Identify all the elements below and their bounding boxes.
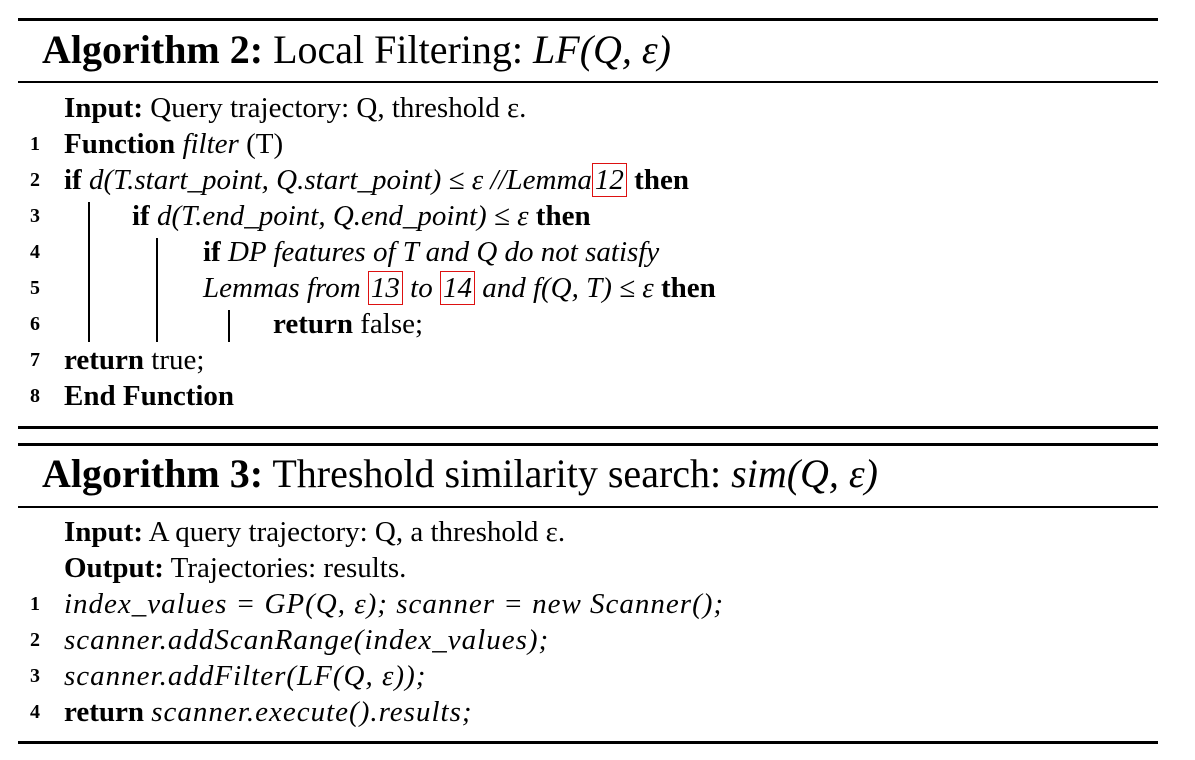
line-number: 4 bbox=[30, 701, 40, 723]
alg3-input-text: A query trajectory: Q, a threshold ε. bbox=[148, 516, 566, 548]
indent-bar bbox=[156, 238, 158, 342]
alg3-output-text: Trajectories: results. bbox=[170, 552, 407, 584]
condition-text: Lemmas from bbox=[203, 272, 361, 304]
line-number: 7 bbox=[30, 349, 40, 371]
alg3-title: Algorithm 3: Threshold similarity search… bbox=[42, 454, 878, 494]
alg3-title-text: Threshold similarity search: bbox=[272, 451, 722, 496]
comment: //Lemma bbox=[490, 164, 592, 196]
alg2-line-6: 6 return false; bbox=[0, 306, 1195, 342]
function-name: filter bbox=[182, 128, 239, 160]
alg2-title: Algorithm 2: Local Filtering: LF(Q, ε) bbox=[42, 30, 671, 70]
lemma-ref-link[interactable]: 12 bbox=[591, 163, 627, 197]
keyword: Function bbox=[64, 128, 176, 160]
alg2-line-8: 8 End Function bbox=[0, 378, 1195, 414]
keyword: then bbox=[634, 164, 689, 196]
alg3-line-1: 1 index_values = GP(Q, ε); scanner = new… bbox=[0, 586, 1195, 622]
alg2-bottom-rule bbox=[18, 426, 1158, 429]
condition-text: DP features of T and Q do not satisfy bbox=[227, 236, 660, 268]
alg3-output-label: Output: bbox=[64, 552, 164, 584]
condition-math: d(T.end_point, Q.end_point) ≤ ε bbox=[156, 200, 529, 232]
alg2-line-4: 4 if DP features of T and Q do not satis… bbox=[0, 234, 1195, 270]
line-number: 6 bbox=[30, 313, 40, 335]
alg2-line-7: 7 return true; bbox=[0, 342, 1195, 378]
code-statement: scanner.addFilter(LF(Q, ε)); bbox=[64, 660, 427, 692]
line-number: 4 bbox=[30, 241, 40, 263]
alg3-line-3: 3 scanner.addFilter(LF(Q, ε)); bbox=[0, 658, 1195, 694]
keyword: if bbox=[203, 236, 221, 268]
function-args: (T) bbox=[246, 128, 284, 160]
alg2-top-rule bbox=[18, 18, 1158, 21]
indent-bar bbox=[228, 310, 230, 342]
keyword: return bbox=[64, 344, 145, 376]
keyword: then bbox=[661, 272, 716, 304]
alg2-mid-rule bbox=[18, 81, 1158, 83]
keyword: return bbox=[273, 308, 354, 340]
alg3-output-line: Output: Trajectories: results. bbox=[0, 550, 1195, 586]
alg3-title-label: Algorithm 3: bbox=[42, 451, 264, 496]
keyword: return bbox=[64, 696, 145, 728]
keyword: End Function bbox=[64, 380, 235, 412]
alg2-input-text: Query trajectory: Q, threshold ε. bbox=[150, 92, 527, 124]
alg3-input-line: Input: A query trajectory: Q, a threshol… bbox=[0, 514, 1195, 550]
alg3-bottom-rule bbox=[18, 741, 1158, 744]
alg3-top-rule bbox=[18, 443, 1158, 446]
keyword: then bbox=[535, 200, 591, 232]
alg2-line-3: 3 if d(T.end_point, Q.end_point) ≤ ε the… bbox=[0, 198, 1195, 234]
indent-bar bbox=[88, 202, 90, 342]
alg3-mid-rule bbox=[18, 506, 1158, 508]
line-number: 2 bbox=[30, 169, 40, 191]
condition-text: to bbox=[410, 272, 433, 304]
code-statement: scanner.addScanRange(index_values); bbox=[64, 624, 550, 656]
alg2-title-label: Algorithm 2: bbox=[42, 27, 264, 72]
line-number: 3 bbox=[30, 205, 40, 227]
alg2-input-line: Input: Query trajectory: Q, threshold ε. bbox=[0, 90, 1195, 126]
alg2-line-2: 2 if d(T.start_point, Q.start_point) ≤ ε… bbox=[0, 162, 1195, 198]
condition-math: d(T.start_point, Q.start_point) ≤ ε bbox=[88, 164, 484, 196]
lemma-ref-link[interactable]: 13 bbox=[367, 271, 403, 305]
alg3-title-math: sim(Q, ε) bbox=[731, 451, 878, 496]
code-statement: index_values = GP(Q, ε); scanner = new S… bbox=[64, 588, 725, 620]
return-value: false; bbox=[360, 308, 424, 340]
alg2-line-5: 5 Lemmas from 13 to 14 and f(Q, T) ≤ ε t… bbox=[0, 270, 1195, 306]
alg3-input-label: Input: bbox=[64, 516, 143, 548]
return-value: true; bbox=[151, 344, 205, 376]
line-number: 5 bbox=[30, 277, 40, 299]
line-number: 8 bbox=[30, 385, 40, 407]
alg2-title-text: Local Filtering: bbox=[273, 27, 524, 72]
code-statement: scanner.execute().results; bbox=[151, 696, 473, 728]
line-number: 2 bbox=[30, 629, 40, 651]
alg3-line-4: 4 return scanner.execute().results; bbox=[0, 694, 1195, 730]
keyword: if bbox=[64, 164, 82, 196]
line-number: 1 bbox=[30, 133, 40, 155]
alg3-line-2: 2 scanner.addScanRange(index_values); bbox=[0, 622, 1195, 658]
line-number: 1 bbox=[30, 593, 40, 615]
condition-text: and bbox=[482, 272, 526, 304]
alg2-line-1: 1 Function filter (T) bbox=[0, 126, 1195, 162]
lemma-ref-link[interactable]: 14 bbox=[439, 271, 475, 305]
line-number: 3 bbox=[30, 665, 40, 687]
alg2-input-label: Input: bbox=[64, 92, 143, 124]
alg2-title-math: LF(Q, ε) bbox=[533, 27, 671, 72]
keyword: if bbox=[132, 200, 150, 232]
condition-math: f(Q, T) ≤ ε bbox=[532, 272, 654, 304]
